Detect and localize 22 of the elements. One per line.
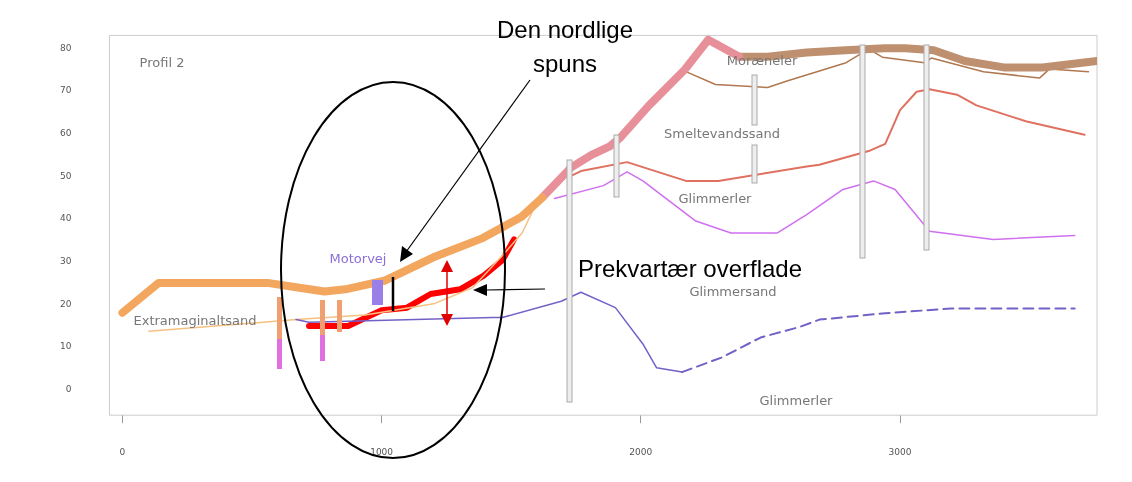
y-tick-label: 20 xyxy=(60,298,72,309)
annotation: Glimmerler xyxy=(678,191,753,207)
annotation: Glimmersand xyxy=(689,284,777,300)
annotation: Motorvej xyxy=(329,251,387,267)
x-tick-label: 1000 xyxy=(370,446,394,457)
annotation: Smeltevandssand xyxy=(664,126,780,142)
y-tick-label: 50 xyxy=(60,170,72,181)
x-tick-label: 3000 xyxy=(888,446,912,457)
y-tick-label: 0 xyxy=(65,383,72,394)
annotation: Extramaginaltsand xyxy=(133,313,257,329)
y-tick-label: 80 xyxy=(60,42,72,53)
annotation: Prekvartær overflade xyxy=(577,254,803,282)
x-tick-label: 0 xyxy=(119,446,126,457)
y-tick-label: 30 xyxy=(60,255,72,266)
y-tick-label: 70 xyxy=(60,85,72,96)
y-tick-label: 40 xyxy=(60,213,72,224)
x-tick-label: 2000 xyxy=(629,446,653,457)
y-tick-label: 60 xyxy=(60,127,72,138)
y-tick-label: 10 xyxy=(60,341,72,352)
annotation: Den nordlige spuns xyxy=(496,15,634,77)
annotation: Glimmerler xyxy=(759,393,834,409)
annotation: Profil 2 xyxy=(139,55,185,71)
